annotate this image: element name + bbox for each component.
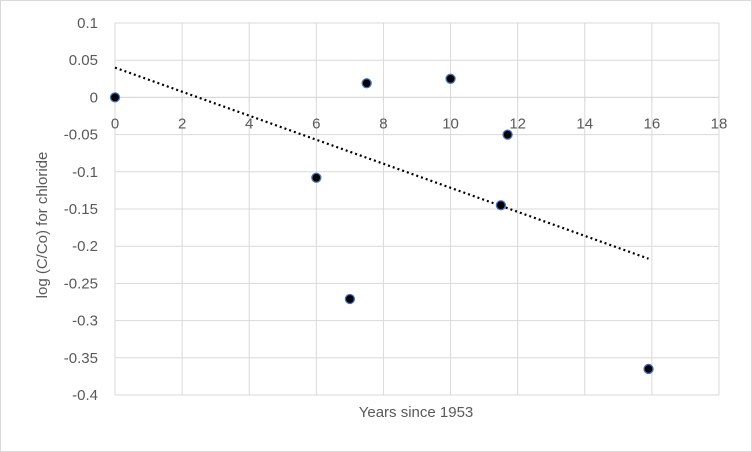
x-tick-label: 18 (711, 115, 728, 132)
y-axis-title: log (C/Co) for chloride (34, 152, 51, 299)
y-tick-label: -0.1 (72, 164, 98, 181)
x-tick-label: 14 (576, 115, 593, 132)
y-tick-label: -0.3 (72, 313, 98, 330)
data-point (502, 129, 513, 140)
data-point (495, 200, 507, 211)
x-tick-label: 12 (509, 115, 526, 132)
trendline-group (114, 66, 649, 260)
y-tick-label: 0.1 (77, 15, 98, 32)
y-axis-ticks: 0.1 0.05 0 -0.05 -0.1 -0.15 -0.2 -0.25 -0.3 -0.35… (64, 15, 98, 404)
trendline (114, 66, 649, 260)
data-point (311, 172, 322, 183)
x-axis-title: Years since 1953 (359, 404, 474, 421)
x-tick-label: 8 (379, 115, 387, 132)
y-tick-label: 0.05 (69, 52, 98, 69)
data-point (344, 293, 356, 305)
data-point (445, 73, 456, 84)
x-tick-label: 0 (111, 115, 119, 132)
y-tick-label: -0.4 (72, 387, 98, 404)
x-tick-label: 6 (312, 115, 320, 132)
y-tick-label: -0.05 (64, 127, 98, 144)
x-tick-label: 16 (644, 115, 661, 132)
data-point (109, 92, 121, 103)
x-tick-label: 2 (178, 115, 186, 132)
x-tick-label: 10 (442, 115, 459, 132)
data-point (361, 78, 372, 89)
gridlines (114, 22, 720, 396)
data-points (109, 73, 654, 375)
x-axis-ticks: 0 2 4 6 8 10 12 14 16 18 (111, 97, 728, 132)
y-tick-label: -0.35 (64, 350, 98, 367)
y-tick-label: -0.2 (72, 238, 98, 255)
y-tick-label: 0 (90, 89, 98, 106)
y-tick-label: -0.15 (64, 201, 98, 218)
x-tick-label: 4 (245, 115, 253, 132)
y-tick-label: -0.25 (64, 275, 98, 292)
data-point (643, 363, 654, 375)
